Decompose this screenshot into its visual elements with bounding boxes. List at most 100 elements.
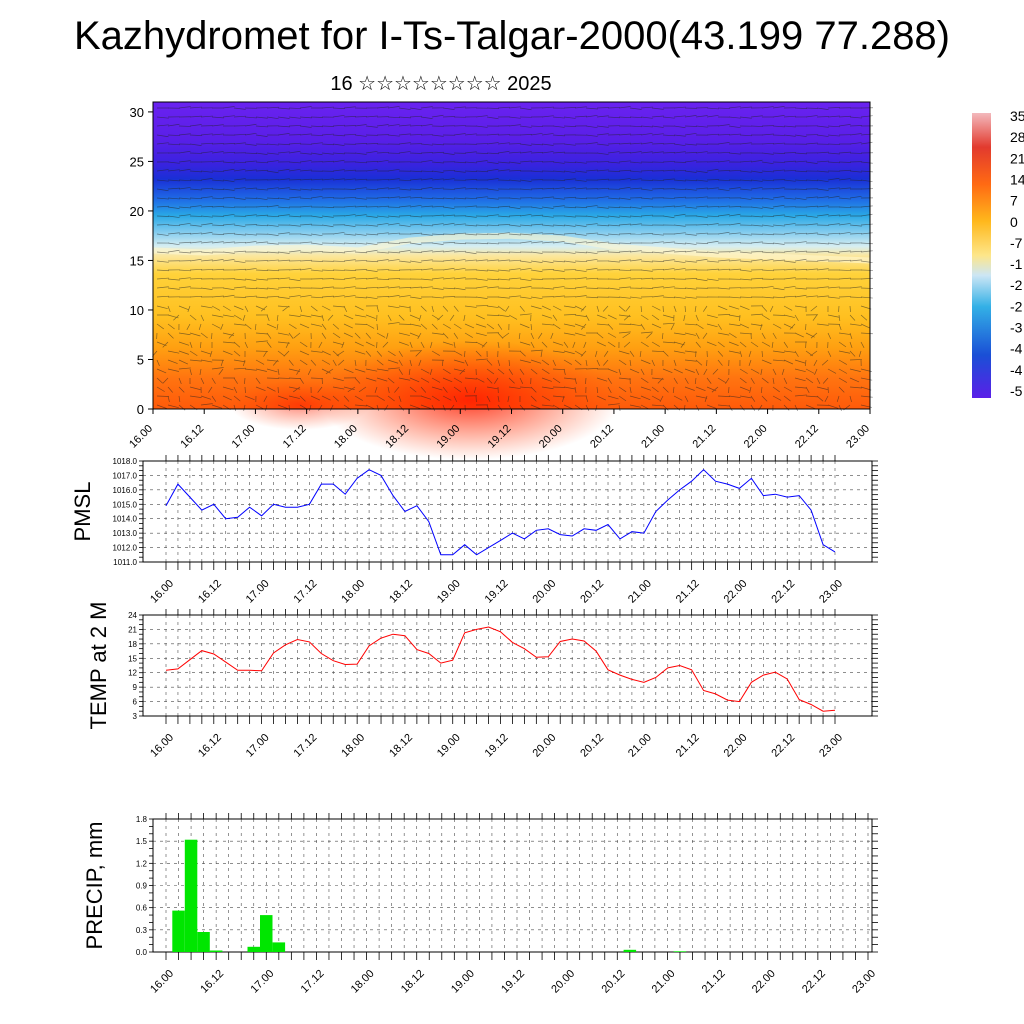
wind-barb (486, 386, 499, 390)
wind-barb (772, 224, 785, 227)
wind-barb (519, 296, 532, 299)
wind-barb (211, 151, 224, 154)
wind-barb (387, 350, 396, 356)
wind-barb (772, 395, 782, 401)
wind-barb (574, 269, 587, 272)
wind-barb (265, 404, 268, 412)
y-tick-label: 3 (133, 712, 138, 721)
wind-barb (186, 323, 191, 330)
wind-barb (717, 341, 725, 348)
wind-barb (541, 386, 554, 390)
wind-barb (288, 188, 301, 191)
y-tick-label: 15 (130, 253, 144, 268)
wind-barb (321, 332, 327, 339)
wind-barb (816, 295, 829, 298)
wind-barb (761, 258, 774, 262)
wind-barb (772, 377, 775, 385)
wind-barb (805, 205, 818, 208)
wind-barb (860, 115, 873, 118)
wind-barb (651, 125, 664, 128)
wind-barb (376, 395, 385, 401)
wind-barb (343, 323, 353, 329)
wind-barb (618, 197, 631, 200)
wind-barb (508, 386, 521, 389)
wind-barb (860, 170, 873, 173)
y-tick-label: 0.3 (136, 926, 148, 935)
wind-barb (449, 314, 455, 321)
wind-barb (398, 368, 403, 375)
wind-barb (827, 350, 832, 357)
wind-barb (453, 377, 463, 383)
wind-barb (211, 404, 223, 409)
wind-barb (563, 116, 576, 119)
wind-barb (596, 169, 609, 172)
wind-barb (420, 186, 433, 190)
wind-barb (244, 395, 255, 400)
wind-barb (595, 350, 598, 358)
wind-barb (277, 214, 290, 217)
wind-barb (337, 359, 345, 366)
wind-barb (343, 395, 350, 402)
wind-barb (670, 323, 675, 330)
wind-barb (310, 269, 323, 272)
wind-barb (310, 350, 323, 353)
wind-barb (541, 287, 554, 290)
wind-barb (376, 259, 389, 262)
wind-barb (310, 296, 323, 299)
wind-barb (233, 250, 246, 253)
wind-barb (497, 251, 510, 254)
wind-barb (508, 251, 521, 253)
wind-barb (156, 260, 169, 263)
wind-barb (618, 377, 631, 380)
wind-barb (475, 224, 488, 227)
wind-barb (332, 323, 340, 330)
y-axis-title: PRECIP, mm (82, 822, 107, 950)
wind-barb (607, 341, 616, 348)
wind-barb (310, 195, 323, 199)
wind-barb (398, 395, 402, 403)
wind-barb (343, 116, 356, 118)
wind-barb (794, 359, 806, 364)
wind-barb (442, 206, 455, 209)
wind-barb (827, 143, 840, 145)
wind-barb (453, 106, 466, 109)
wind-barb (750, 187, 763, 190)
wind-barb (288, 125, 301, 127)
wind-barb (255, 241, 268, 244)
wind-barb (662, 268, 675, 271)
wind-barb (464, 161, 477, 164)
wind-barb (702, 332, 708, 339)
wind-barb (717, 332, 730, 336)
wind-barb (673, 125, 686, 129)
wind-barb (332, 295, 345, 298)
wind-barb (288, 314, 301, 317)
wind-barb (849, 377, 860, 383)
y-tick-label: 1016.0 (113, 486, 138, 495)
wind-barb (739, 269, 752, 272)
wind-barb (651, 188, 664, 190)
wind-barb (629, 206, 642, 209)
wind-barb (717, 377, 726, 383)
wind-barb (783, 314, 795, 318)
wind-barb (387, 178, 400, 181)
wind-barb (717, 124, 730, 127)
wind-barb (343, 259, 356, 262)
wind-barb (772, 314, 785, 316)
x-tick-label: 22.12 (769, 732, 797, 760)
wind-barb (365, 350, 372, 357)
wind-barb (211, 367, 224, 370)
wind-barb (156, 134, 169, 138)
wind-barb (519, 278, 532, 282)
wind-barb (538, 332, 543, 339)
wind-barb (618, 106, 631, 109)
wind-barb (299, 241, 312, 244)
wind-barb (266, 368, 278, 373)
wind-barb (260, 305, 268, 312)
wind-barb (365, 242, 378, 246)
wind-barb (680, 341, 686, 348)
wind-barb (200, 231, 213, 235)
wind-barb (431, 250, 444, 253)
wind-barb (453, 161, 466, 164)
wind-barb (728, 116, 741, 119)
